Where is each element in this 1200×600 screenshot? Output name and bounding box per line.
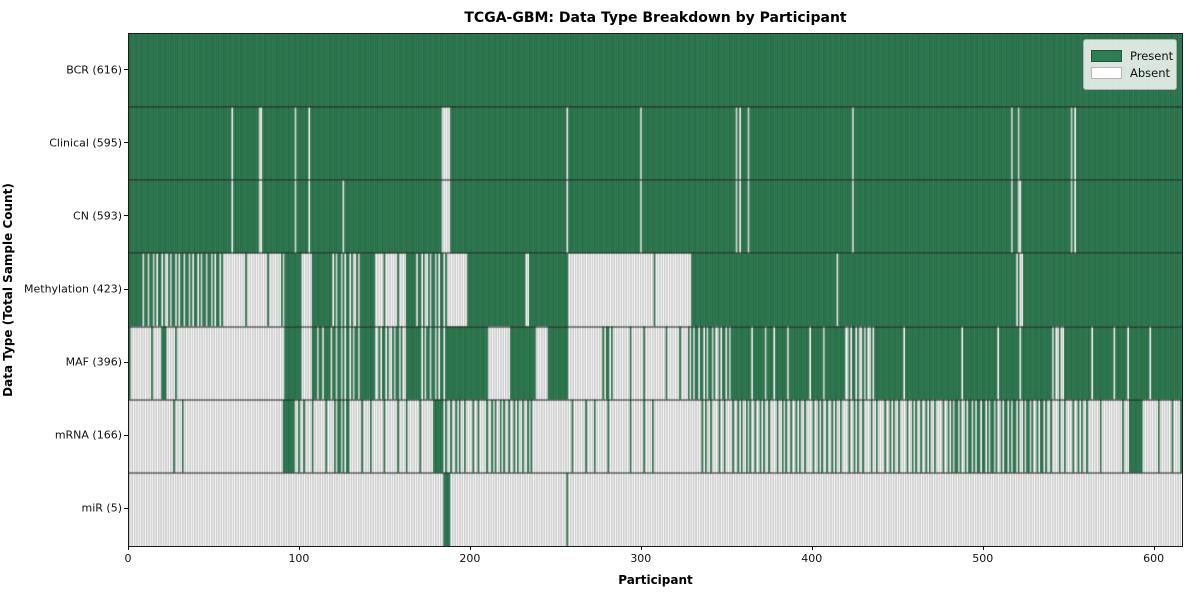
row-label-CN: CN (593)	[73, 209, 122, 223]
row-label-Clinical: Clinical (595)	[49, 136, 122, 150]
x-tick-mark	[982, 546, 984, 550]
y-tick-mark	[124, 69, 129, 71]
legend: Present Absent	[1083, 39, 1177, 90]
x-axis-label: Participant	[618, 573, 693, 587]
row-label-miR: miR (5)	[81, 501, 123, 515]
x-tick-mark	[128, 546, 129, 550]
legend-present-label: Present	[1130, 49, 1174, 63]
row-label-MAF: MAF (396)	[65, 355, 122, 369]
row-label-BCR: BCR (616)	[66, 63, 122, 77]
x-tick-label-100: 100	[288, 552, 310, 565]
absent-swatch-icon	[1091, 67, 1122, 79]
x-tick-mark	[640, 546, 642, 550]
x-tick-mark	[298, 546, 300, 550]
x-tick-mark	[811, 546, 813, 550]
row-label-mRNA: mRNA (166)	[54, 428, 122, 442]
y-tick-mark	[124, 215, 129, 217]
x-tick-mark	[469, 546, 471, 550]
plot-area	[128, 33, 1183, 547]
presence-matrix-canvas	[129, 34, 1182, 546]
legend-absent-label: Absent	[1130, 66, 1171, 80]
legend-entry-present: Present	[1091, 49, 1173, 63]
x-tick-label-200: 200	[459, 552, 481, 565]
y-tick-mark	[124, 142, 129, 144]
y-tick-mark	[124, 361, 129, 363]
y-tick-mark	[124, 507, 129, 509]
chart-title: TCGA-GBM: Data Type Breakdown by Partici…	[464, 10, 847, 26]
present-swatch-icon	[1091, 50, 1122, 62]
y-tick-mark	[124, 434, 129, 436]
x-tick-mark	[1153, 546, 1155, 550]
legend-entry-absent: Absent	[1091, 66, 1171, 80]
row-label-Methylation: Methylation (423)	[24, 282, 122, 296]
x-tick-label-300: 300	[630, 552, 652, 565]
y-axis-label: Data Type (Total Sample Count)	[1, 183, 15, 397]
x-tick-label-0: 0	[124, 552, 132, 565]
x-tick-label-600: 600	[1143, 552, 1165, 565]
x-tick-label-400: 400	[801, 552, 823, 565]
y-tick-mark	[124, 288, 129, 290]
x-tick-label-500: 500	[972, 552, 994, 565]
